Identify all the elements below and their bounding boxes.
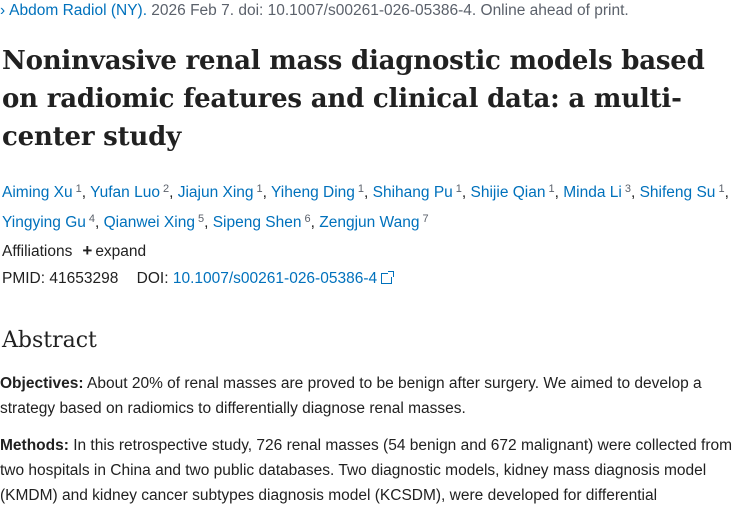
affiliation-ref[interactable]: 4 — [88, 213, 95, 225]
citation-line: › Abdom Radiol (NY). 2026 Feb 7. doi: 10.… — [0, 2, 629, 20]
external-link-icon — [381, 271, 395, 284]
pmid-value: 41653298 — [49, 270, 119, 287]
article-title: Noninvasive renal mass diagnostic models… — [2, 46, 705, 152]
affiliations-label: Affiliations — [2, 243, 73, 260]
affiliation-ref[interactable]: 2 — [162, 183, 170, 195]
author-link[interactable]: Yufan Luo — [90, 184, 160, 201]
author-link[interactable]: Shihang Pu — [372, 184, 453, 201]
author-link[interactable]: Shifeng Su — [639, 184, 716, 201]
author-link[interactable]: Yiheng Ding — [271, 184, 355, 201]
affiliation-ref[interactable]: 1 — [357, 183, 364, 195]
affiliation-ref[interactable]: 1 — [256, 183, 263, 195]
journal-link[interactable]: Abdom Radiol (NY). — [9, 2, 147, 19]
affiliation-ref[interactable]: 1 — [548, 183, 555, 195]
objectives-text: About 20% of renal masses are proved to … — [0, 375, 702, 417]
author-link[interactable]: Jiajun Xing — [177, 184, 254, 201]
affiliation-ref[interactable]: 1 — [455, 183, 462, 195]
author-link[interactable]: Qianwei Xing — [103, 214, 195, 231]
doi-link[interactable]: 10.1007/s00261-026-05386-4 — [172, 270, 395, 287]
affiliation-ref[interactable]: 7 — [422, 213, 429, 225]
chevron-right-icon: › — [0, 2, 6, 19]
affiliation-ref[interactable]: 1 — [718, 183, 725, 195]
abstract-methods: Methods: In this retrospective study, 72… — [0, 433, 750, 508]
methods-label: Methods: — [0, 437, 69, 454]
doi-value: 10.1007/s00261-026-05386-4 — [172, 270, 378, 287]
affiliation-ref[interactable]: 3 — [624, 183, 631, 195]
affiliation-ref[interactable]: 5 — [197, 213, 205, 225]
abstract-heading: Abstract — [2, 328, 97, 353]
expand-label: expand — [95, 243, 147, 260]
pmid-label: PMID: — [2, 270, 46, 287]
affiliation-ref[interactable]: 6 — [304, 213, 311, 225]
author-list: Aiming Xu 1, Yufan Luo 2, Jiajun Xing 1, Yi… — [2, 183, 729, 231]
affiliations-toggle[interactable]: Affiliations + expand — [2, 241, 146, 261]
methods-text: In this retrospective study, 726 renal m… — [0, 437, 733, 504]
article-identifiers: PMID: 41653298 DOI: 10.1007/s00261-026-0… — [2, 270, 395, 288]
author-link[interactable]: Shijie Qian — [470, 184, 546, 201]
author-link[interactable]: Sipeng Shen — [212, 214, 302, 231]
doi-label: DOI: — [136, 270, 169, 287]
abstract-objectives: Objectives: About 20% of renal masses ar… — [0, 371, 750, 421]
citation-details: 2026 Feb 7. doi: 10.1007/s00261-026-0538… — [147, 2, 629, 19]
plus-icon: + — [82, 241, 93, 260]
author-link[interactable]: Minda Li — [563, 184, 622, 201]
objectives-label: Objectives: — [0, 375, 84, 392]
author-link[interactable]: Aiming Xu — [2, 184, 73, 201]
author-link[interactable]: Yingying Gu — [2, 214, 86, 231]
affiliation-ref[interactable]: 1 — [75, 183, 82, 195]
author-link[interactable]: Zengjun Wang — [319, 214, 420, 231]
